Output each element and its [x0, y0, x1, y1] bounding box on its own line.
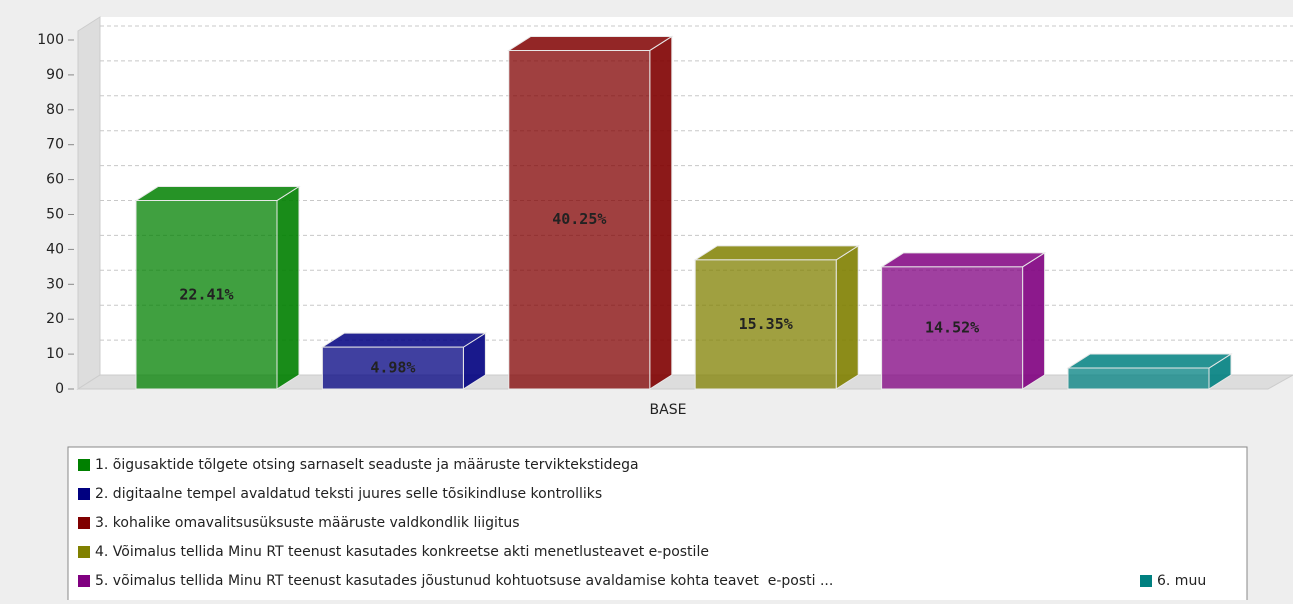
y-tick-label: 60	[46, 172, 64, 188]
category-label: BASE	[650, 402, 687, 418]
legend-swatch	[78, 488, 90, 500]
bar-top	[1066, 353, 1233, 369]
bar	[507, 35, 674, 390]
bar-front	[694, 259, 837, 390]
bar-top	[320, 332, 488, 348]
y-tick-label: 30	[46, 276, 64, 292]
bar-front	[508, 49, 651, 390]
data-label: 22.41%	[179, 285, 233, 303]
bar	[320, 332, 488, 390]
y-tick-label: 70	[46, 137, 64, 153]
bar-side	[649, 35, 673, 390]
y-tick-label: 10	[46, 346, 64, 362]
y-tick-label: 40	[46, 241, 64, 257]
bar-top	[134, 186, 301, 202]
bar-top	[507, 35, 674, 51]
legend-swatch	[78, 575, 90, 587]
legend-label: 3. kohalike omavalitsusüksuste määruste …	[95, 515, 520, 531]
legend-swatch	[1140, 575, 1152, 587]
bar-front	[135, 200, 278, 390]
bar-top	[879, 252, 1047, 268]
bar-top	[693, 245, 860, 261]
y-tick-label: 0	[55, 381, 64, 397]
legend-label: 2. digitaalne tempel avaldatud teksti ju…	[95, 486, 602, 502]
legend-swatch	[78, 459, 90, 471]
left-wall	[77, 16, 101, 390]
bar-front	[1067, 367, 1210, 390]
legend-label: 1. õigusaktide tõlgete otsing sarnaselt …	[95, 457, 639, 473]
y-tick-label: 20	[46, 311, 64, 327]
legend-swatch	[78, 546, 90, 558]
bar-side	[1022, 251, 1046, 390]
bar-side	[835, 244, 859, 390]
data-label: 40.25%	[552, 210, 606, 228]
legend-label: 5. võimalus tellida Minu RT teenust kasu…	[95, 573, 833, 589]
y-tick-label: 90	[46, 67, 64, 83]
legend-box	[67, 446, 1248, 604]
bar	[1066, 353, 1233, 390]
legend-label: 6. muu	[1157, 573, 1206, 589]
data-label: 15.35%	[739, 315, 793, 333]
y-tick-label: 50	[46, 207, 64, 223]
legend-swatch	[78, 517, 90, 529]
bar-side	[276, 185, 300, 390]
y-tick-label: 80	[46, 102, 64, 118]
y-tick-label: 100	[37, 32, 64, 48]
bar-front	[321, 346, 464, 390]
bar	[134, 185, 301, 390]
legend-label: 4. Võimalus tellida Minu RT teenust kasu…	[95, 544, 709, 560]
bar	[879, 251, 1047, 390]
data-label: 4.98%	[370, 359, 415, 377]
bar	[693, 244, 860, 390]
bar-front	[881, 266, 1024, 390]
data-label: 14.52%	[925, 318, 979, 336]
